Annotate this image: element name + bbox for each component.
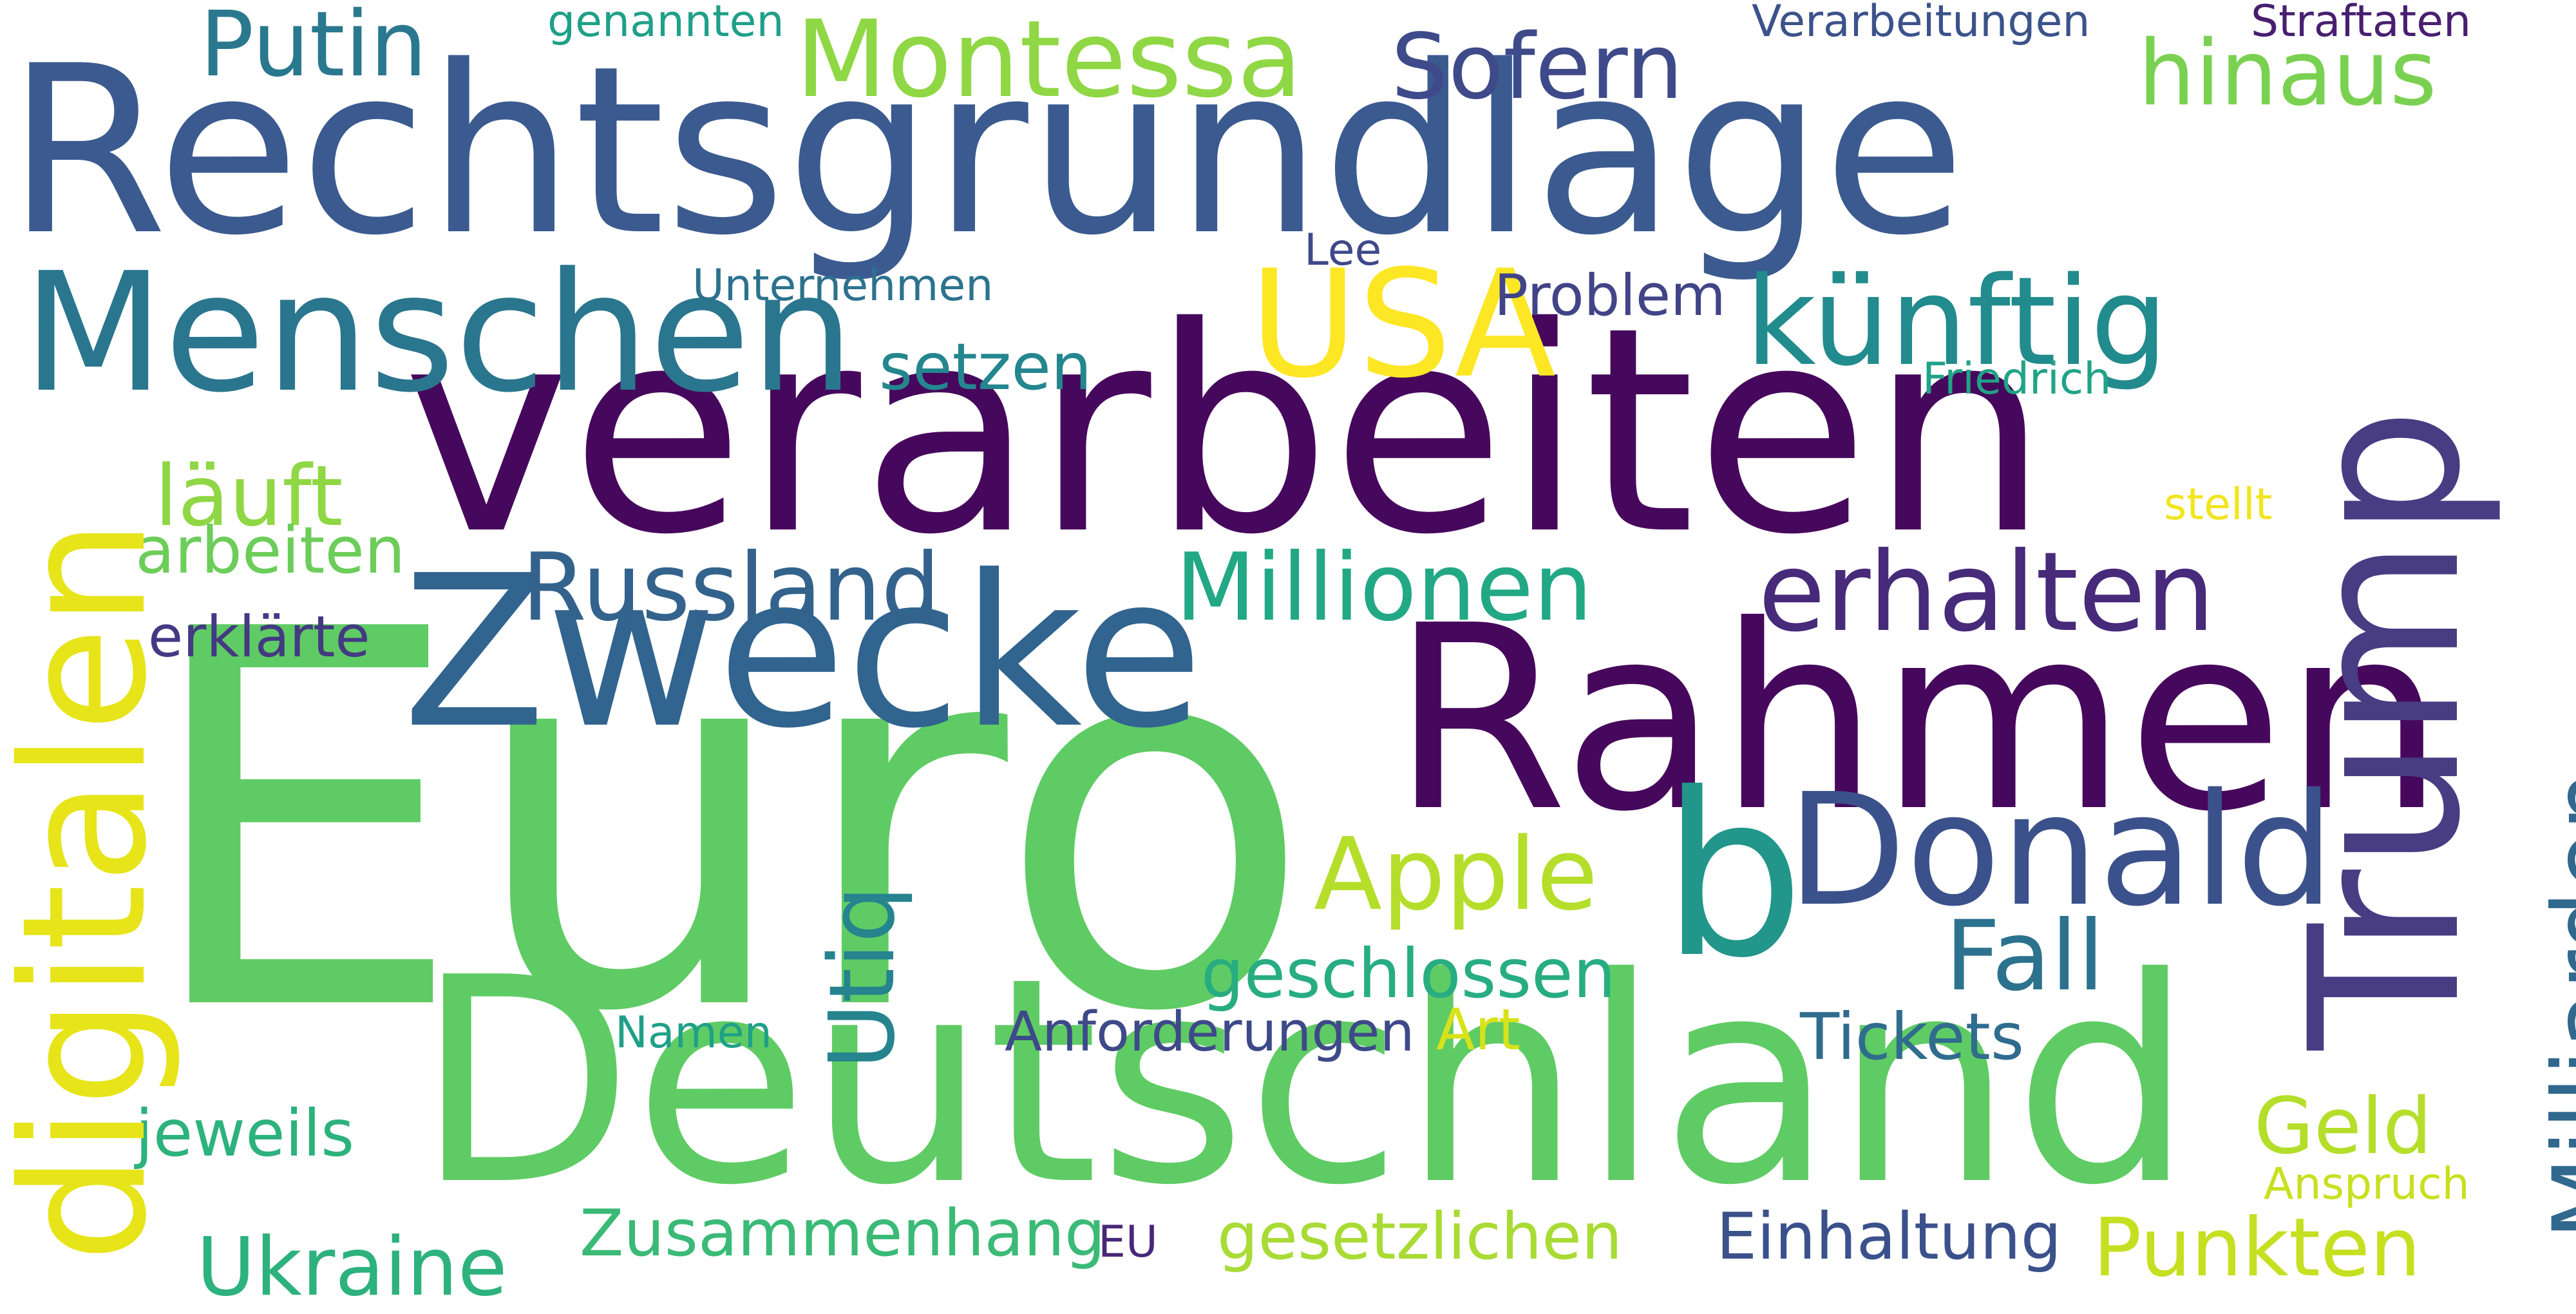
word-b: b (1662, 745, 1805, 1007)
word-verarbeitungen: Verarbeitungen (1752, 0, 2090, 47)
word-zusammenhang: Zusammenhang (580, 1195, 1106, 1271)
word-friedrich: Friedrich (1922, 354, 2112, 405)
word-utiq: Utiq (810, 885, 915, 1069)
word-laeuft: läuft (155, 447, 343, 545)
word-anforderungen: Anforderungen (1005, 1000, 1415, 1064)
word-genannten: genannten (547, 0, 784, 47)
word-millionen: Millionen (1175, 533, 1593, 642)
word-straftaten: Straftaten (2251, 0, 2472, 47)
word-jeweils: jeweils (135, 1096, 355, 1171)
word-punkten: Punkten (2093, 1201, 2421, 1295)
word-rechtsgrundlage: Rechtsgrundlage (6, 16, 1966, 286)
word-art: Art (1436, 996, 1520, 1063)
word-sofern: Sofern (1391, 15, 1683, 120)
word-digitalen: digitalen (0, 519, 184, 1262)
word-erklaerte: erklärte (148, 604, 370, 670)
word-deutschland: Deutschland (415, 917, 2193, 1247)
word-euro: Euro (138, 521, 1314, 1125)
word-unternehmen: Unternehmen (692, 260, 994, 311)
word-usa: USA (1249, 239, 1556, 411)
word-lee: Lee (1304, 225, 1382, 276)
word-apple: Apple (1314, 816, 1598, 933)
word-problem: Problem (1494, 262, 1726, 328)
word-verarbeiten: verarbeiten (402, 267, 2049, 596)
word-russland: Russland (522, 533, 941, 642)
word-fall: Fall (1945, 900, 2105, 1013)
word-geschlossen: geschlossen (1201, 935, 1616, 1013)
word-kuenftig: künftig (1745, 251, 2168, 393)
word-montessa: Montessa (795, 0, 1303, 121)
word-erhalten: erhalten (1758, 529, 2215, 656)
word-rahmen: Rahmen (1391, 571, 2445, 868)
word-trump: Trump (2266, 407, 2506, 1050)
word-namen: Namen (615, 1007, 772, 1058)
word-menschen: Menschen (23, 238, 855, 429)
word-tickets: Tickets (1800, 999, 2024, 1074)
word-arbeiten: arbeiten (135, 513, 406, 588)
word-stellt: stellt (2164, 479, 2273, 530)
word-gesetzlichen: gesetzlichen (1217, 1199, 1623, 1274)
word-setzen: setzen (879, 329, 1092, 405)
word-geld: Geld (2254, 1082, 2432, 1172)
word-anspruch: Anspruch (2264, 1159, 2470, 1210)
word-hinaus: hinaus (2138, 21, 2437, 126)
word-putin: Putin (200, 0, 428, 97)
word-milliarden: Milliarden (2533, 770, 2576, 1240)
word-zwecke: Zwecke (402, 530, 1204, 774)
word-einhaltung: Einhaltung (1716, 1199, 2062, 1274)
word-donald: Donald (1787, 760, 2334, 940)
word-ukraine: Ukraine (196, 1221, 507, 1314)
word-eu: EU (1098, 1217, 1158, 1268)
